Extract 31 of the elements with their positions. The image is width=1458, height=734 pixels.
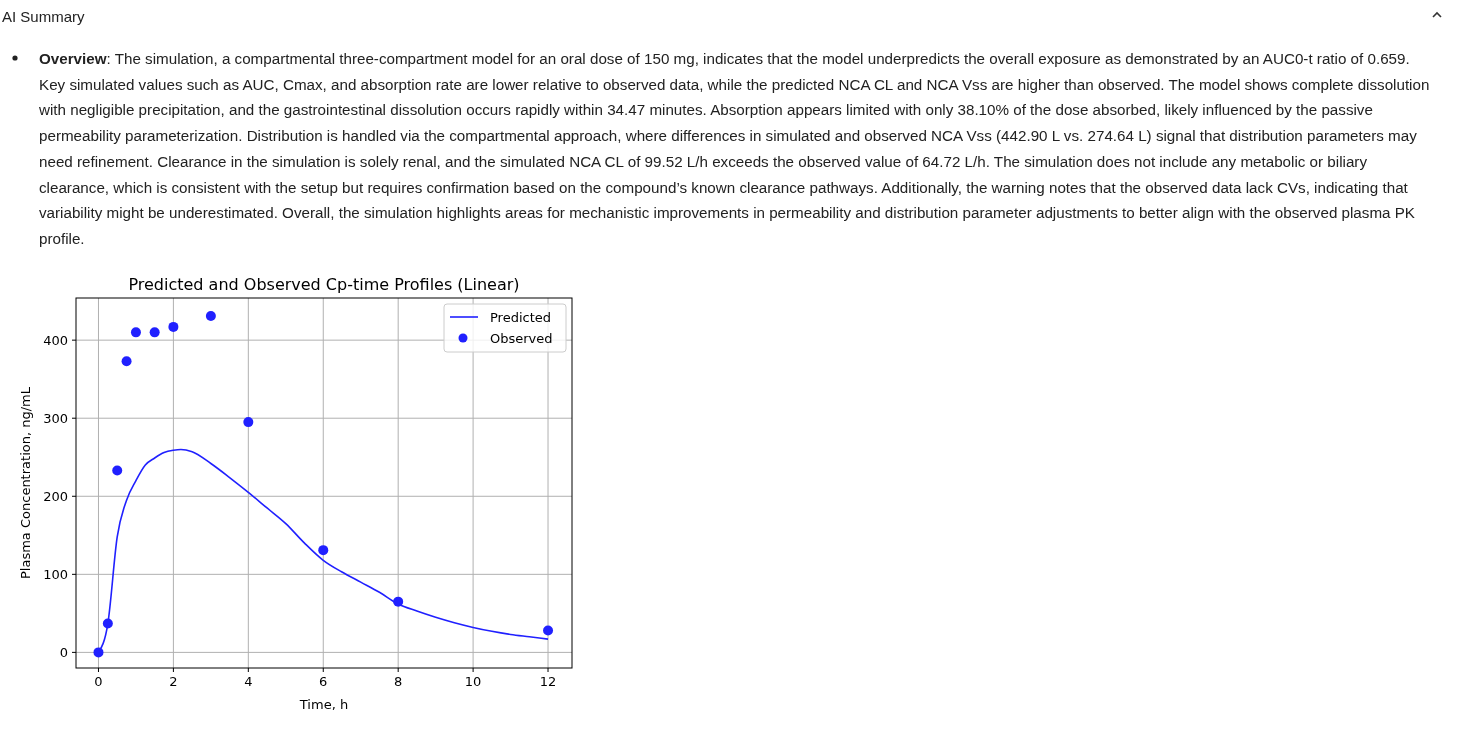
point xyxy=(112,465,123,476)
point xyxy=(93,647,104,658)
point xyxy=(393,596,404,607)
point xyxy=(121,356,132,367)
point xyxy=(318,545,329,556)
x-axis-title: Time, h xyxy=(298,697,349,712)
point xyxy=(102,618,113,629)
y-tick-label: 200 xyxy=(43,488,68,504)
point xyxy=(205,310,216,321)
x-tick-label: 0 xyxy=(94,674,103,689)
point xyxy=(149,327,160,338)
x-tick-label: 8 xyxy=(394,674,403,689)
y-tick-label: 300 xyxy=(43,410,68,426)
text: Overview: The simulation, a compartmental three-compartment model for an oral dose of 150 mg, indicates that the model underpredicts the overall exposure as demonstrated by an AUC0-t ratio of 0.659. Key simulated values such as AUC, Cmax, and absorption rate are lower relative to observed data, while the predicted NCA CL and NCA Vss are higher than observed. The model shows complete dissolution with negligible precipitation, and the gastrointestinal dissolution occurs rapidly within 34.47 minutes. Absorption appears limited with only 38.10% of the dose absorbed, likely influenced by the passive permeability parameterization. Distribution is handled via the compartmental approach, where differences in simulated and observed NCA Vss (442.90 L vs. 274.64 L) signal that distribution parameters may need refinement. Clearance in the simulation is solely renal, and the simulated NCA CL of 99.52 L/h exceeds the observed value of 64.72 L/h. The simulation does not include any metabolic or biliary clearance, which is consistent with the setup but requires confirmation based on the compound’s known clearance pathways. Additionally, the warning notes that the observed data lack CVs, indicating that variability might be underestimated. Overall, the simulation highlights areas for mechanistic improvements in permeability and distribution parameter adjustments to better align with the observed plasma PK profile. xyxy=(39,50,1430,247)
point xyxy=(168,321,179,332)
x-tick-label: 2 xyxy=(169,674,178,689)
y-tick-label: 400 xyxy=(43,332,68,348)
x-tick-label: 4 xyxy=(244,674,253,689)
x-tick-label: 10 xyxy=(464,674,482,689)
y-axis-title: Plasma Concentration, ng/mL xyxy=(18,386,33,579)
point xyxy=(130,327,141,338)
legend-label: Predicted xyxy=(490,309,552,325)
x-tick-label: 6 xyxy=(319,674,328,689)
x-tick-label: 12 xyxy=(539,674,557,689)
y-tick-label: 100 xyxy=(43,566,68,582)
point xyxy=(543,625,554,636)
text: AI Summary xyxy=(2,8,85,25)
chart-title: Predicted and Observed Cp-time Profiles (Linear) xyxy=(128,275,520,294)
legend-label: Observed xyxy=(490,330,553,346)
point xyxy=(243,417,254,428)
y-tick-label: 0 xyxy=(59,644,68,660)
